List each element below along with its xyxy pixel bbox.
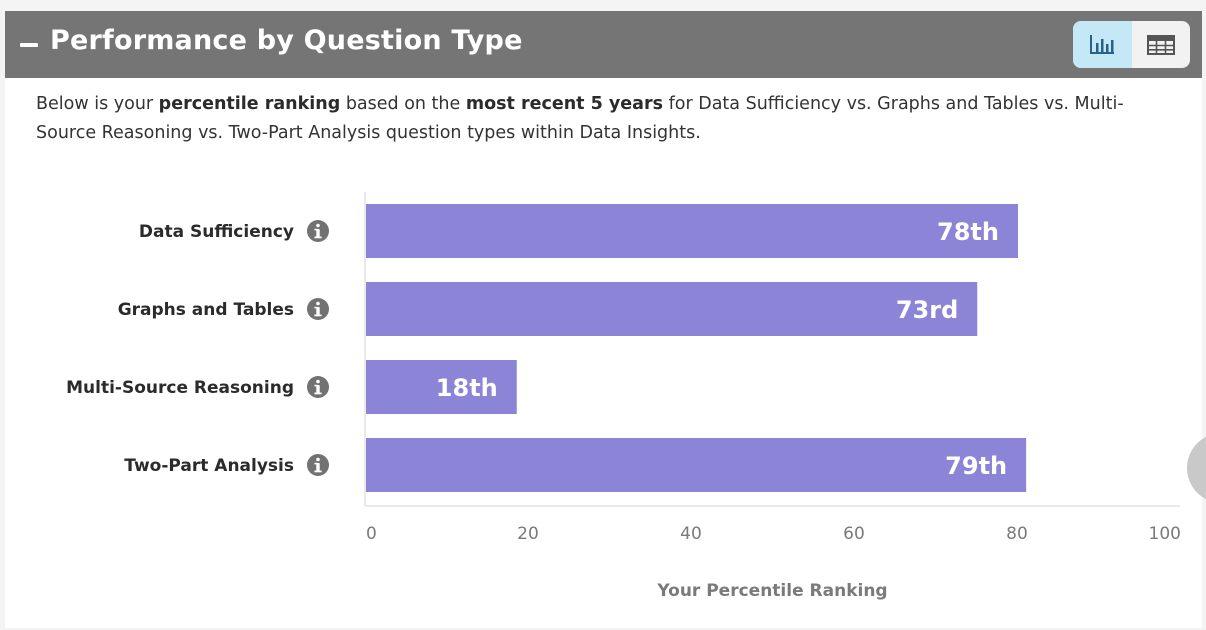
- scroll-handle[interactable]: [1187, 433, 1206, 503]
- view-toggle: [1073, 21, 1190, 68]
- panel-header: Performance by Question Type: [5, 11, 1202, 78]
- x-tick-label: 0: [366, 524, 377, 544]
- table-icon: [1146, 34, 1175, 55]
- bar: [366, 282, 978, 336]
- info-icon[interactable]: [307, 220, 329, 242]
- bar: [366, 204, 1018, 258]
- category-label: Graphs and Tables: [118, 300, 294, 320]
- bar-value-label: 73rd: [896, 296, 958, 324]
- x-tick-label: 80: [1006, 524, 1028, 544]
- description-text: Below is your percentile ranking based o…: [36, 94, 1124, 143]
- panel-title: Performance by Question Type: [50, 25, 523, 56]
- bar: [366, 360, 517, 414]
- chart-view-button[interactable]: [1073, 21, 1132, 68]
- info-icon[interactable]: [307, 376, 329, 398]
- bar-value-label: 78th: [937, 218, 999, 246]
- bar-value-label: 79th: [945, 452, 1007, 480]
- bar-chart-icon: [1090, 34, 1115, 54]
- x-tick-label: 40: [680, 524, 702, 544]
- bar: [366, 438, 1027, 492]
- info-icon[interactable]: [307, 298, 329, 320]
- category-label: Two-Part Analysis: [124, 456, 294, 476]
- x-tick-label: 60: [843, 524, 865, 544]
- bar-value-label: 18th: [436, 374, 498, 402]
- category-label: Multi-Source Reasoning: [66, 378, 294, 398]
- category-label: Data Sufficiency: [139, 222, 294, 242]
- x-axis-title: Your Percentile Ranking: [656, 581, 887, 601]
- x-tick-label: 20: [517, 524, 539, 544]
- x-tick-label: 100: [1149, 524, 1181, 544]
- info-icon[interactable]: [307, 454, 329, 476]
- table-view-button[interactable]: [1132, 21, 1191, 68]
- performance-panel: Performance by Question Type: [5, 11, 1202, 628]
- collapse-icon[interactable]: [20, 43, 38, 47]
